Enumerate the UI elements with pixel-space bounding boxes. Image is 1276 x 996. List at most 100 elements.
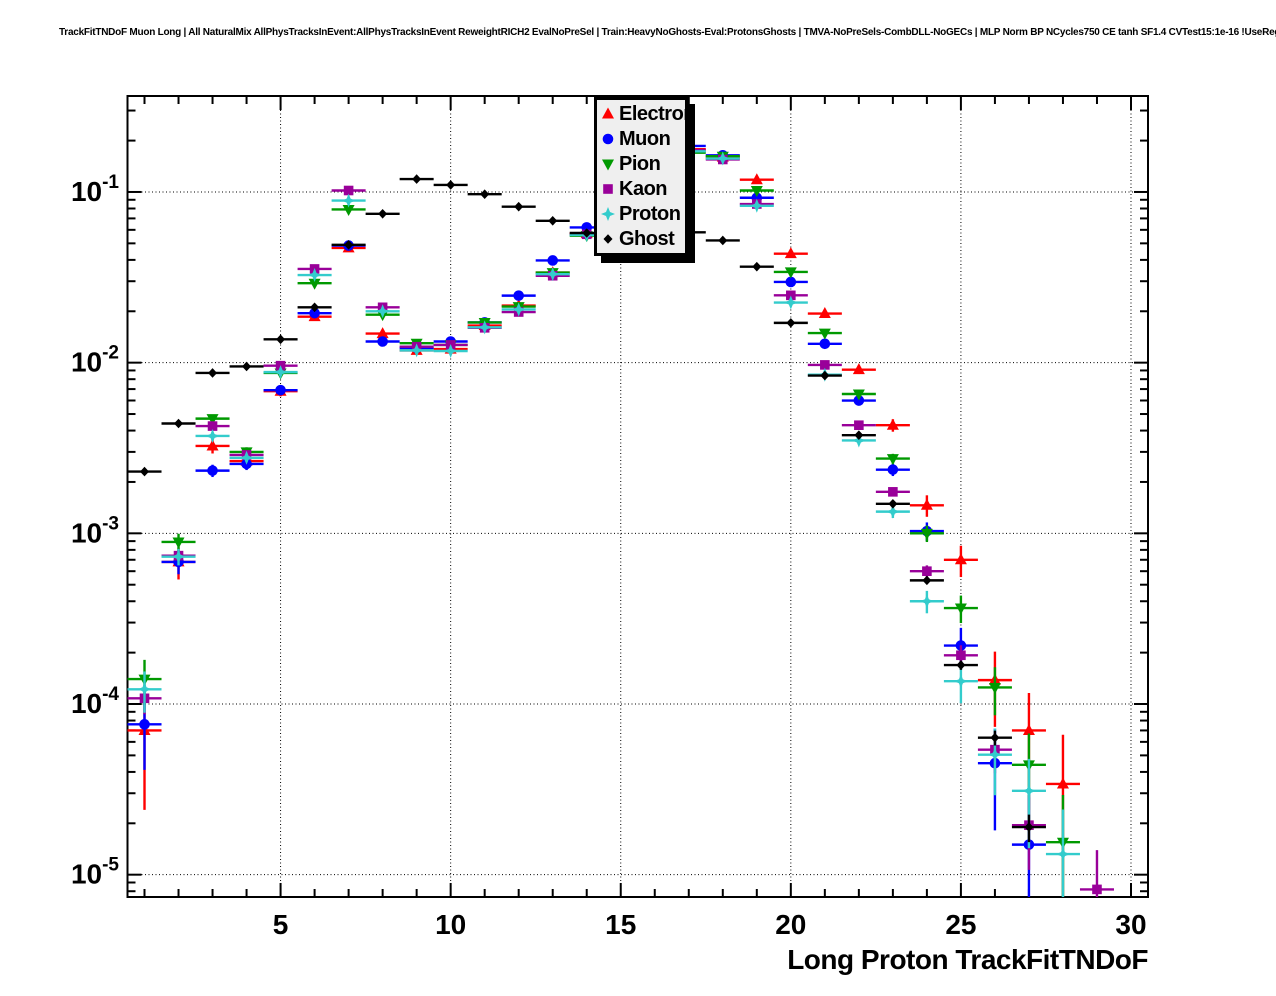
- kaon-marker: [888, 487, 898, 497]
- muon-legend-marker: [602, 133, 614, 144]
- y-tick-label: 10-5: [71, 855, 119, 890]
- proton-marker: [681, 144, 696, 159]
- x-tick-label: 15: [605, 909, 636, 940]
- y-tick-label: 10-1: [71, 172, 119, 207]
- electron-marker: [818, 307, 831, 319]
- electron-marker-icon: [599, 103, 619, 125]
- pion-marker: [342, 204, 355, 216]
- x-tick-label: 30: [1115, 909, 1146, 940]
- pion-marker: [988, 682, 1001, 694]
- ghost-marker: [888, 498, 898, 509]
- muon-marker-icon: [599, 128, 619, 150]
- x-tick-label: 5: [273, 909, 289, 940]
- proton-marker: [205, 428, 220, 443]
- canvas-title: TrackFitTNDoF Muon Long | All NaturalMix…: [59, 27, 1276, 38]
- muon-marker: [377, 336, 388, 347]
- proton-marker: [375, 304, 390, 319]
- x-tick-label: 20: [775, 909, 806, 940]
- ghost-marker: [786, 318, 796, 328]
- proton-marker: [885, 504, 900, 519]
- proton-marker: [783, 295, 798, 310]
- axis-ticks: [127, 96, 1148, 897]
- x-tick-label: 10: [435, 909, 466, 940]
- ghost-marker: [752, 261, 762, 272]
- ghost-marker: [956, 660, 966, 670]
- electron-marker: [750, 173, 763, 185]
- proton-marker: [307, 268, 322, 283]
- ghost-marker: [1024, 822, 1034, 832]
- pion-marker: [886, 454, 899, 466]
- proton-marker: [477, 320, 492, 335]
- muon-marker: [513, 290, 524, 301]
- kaon-marker: [922, 566, 932, 576]
- ghost-marker: [174, 418, 184, 429]
- legend-item-proton: Proton: [599, 201, 685, 226]
- proton-marker: [749, 198, 764, 213]
- muon-marker: [887, 464, 899, 475]
- legend-item-pion: Pion: [599, 151, 685, 176]
- kaon-marker: [820, 360, 830, 370]
- pion-marker: [920, 528, 933, 540]
- ghost-legend-marker: [603, 233, 613, 244]
- kaon-marker: [786, 290, 796, 301]
- ghost-marker: [412, 174, 422, 184]
- proton-marker: [851, 433, 866, 448]
- pion-marker: [206, 414, 219, 426]
- kaon-marker: [207, 421, 218, 431]
- legend-item-muon: Muon: [599, 126, 685, 151]
- ghost-marker: [378, 208, 388, 219]
- proton-legend-glyph: [601, 206, 615, 221]
- legend-item-electron: Electron: [599, 101, 696, 126]
- proton-marker-icon: [599, 203, 619, 225]
- ghost-marker: [344, 240, 354, 250]
- muon-legend-glyph: [602, 133, 614, 144]
- pion-legend-marker: [602, 159, 614, 170]
- electron-marker: [1056, 777, 1069, 789]
- x-axis-title: Long Proton TrackFitTNDoF: [787, 944, 1148, 975]
- muon-marker: [819, 338, 831, 350]
- ghost-marker: [548, 215, 558, 226]
- x-tick-label: 25: [945, 909, 976, 940]
- proton-marker: [409, 343, 424, 358]
- ghost-marker: [990, 732, 1000, 743]
- pion-marker: [818, 328, 831, 340]
- electron-marker: [920, 498, 933, 510]
- muon-marker: [547, 255, 559, 266]
- muon-marker: [853, 395, 865, 406]
- muon-marker: [207, 465, 218, 476]
- ghost-marker: [514, 201, 524, 212]
- kaon-marker-icon: [599, 178, 619, 200]
- kaon-legend-marker: [603, 183, 613, 194]
- muon-marker: [785, 276, 797, 288]
- kaon-marker: [854, 420, 864, 431]
- electron-marker: [784, 247, 797, 259]
- proton-marker: [545, 267, 560, 282]
- ghost-marker: [922, 575, 932, 586]
- ghost-marker: [820, 370, 830, 381]
- electron-marker: [1022, 723, 1035, 735]
- ghost-marker-icon: [599, 228, 619, 250]
- proton-marker: [171, 549, 186, 564]
- electron-marker: [886, 418, 899, 430]
- ghost-marker: [140, 466, 150, 477]
- proton-marker: [953, 674, 968, 689]
- kaon-legend-glyph: [603, 183, 613, 194]
- ghost-marker: [446, 180, 456, 190]
- kaon-marker: [1092, 884, 1102, 895]
- series-pion: [127, 148, 1080, 897]
- proton-marker: [239, 450, 254, 465]
- proton-marker: [1021, 783, 1036, 798]
- electron-legend-glyph: [602, 107, 614, 118]
- pion-marker: [750, 186, 763, 198]
- kaon-marker: [343, 185, 354, 196]
- legend-item-kaon: Kaon: [599, 176, 685, 201]
- legend-label-kaon: Kaon: [619, 177, 668, 200]
- pion-marker: [784, 267, 797, 279]
- electron-marker: [376, 327, 389, 339]
- electron-legend-marker: [602, 107, 614, 118]
- pion-marker: [954, 603, 967, 615]
- pion-legend-glyph: [602, 159, 614, 170]
- electron-marker: [852, 363, 865, 375]
- muon-marker: [139, 719, 150, 730]
